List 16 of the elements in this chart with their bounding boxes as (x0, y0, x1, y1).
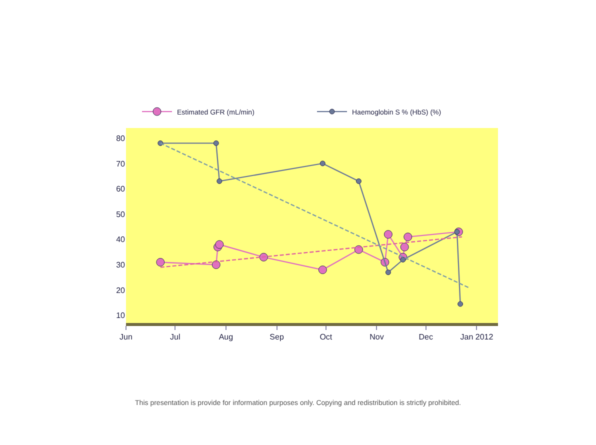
y-tick-label: 80 (116, 134, 126, 143)
x-tick-label: Nov (370, 332, 384, 342)
y-tick-label: 50 (116, 210, 126, 219)
x-tick-label: Oct (320, 332, 333, 342)
x-tick-label: Aug (218, 332, 234, 342)
x-tick-label: Dec (418, 332, 434, 342)
y-tick-label: 20 (116, 286, 126, 295)
x-tick-label: Jun (120, 332, 132, 342)
y-tick-label: 30 (116, 260, 126, 270)
y-tick-label: 10 (116, 311, 126, 320)
y-tick-label: 40 (116, 235, 126, 244)
y-tick-label: 60 (116, 184, 126, 194)
y-tick-label: 70 (116, 159, 126, 168)
x-tick-label: Sep (270, 332, 284, 342)
x-tick-label: Jul (170, 332, 180, 342)
x-tick-label: Jan 2012 (460, 332, 494, 342)
